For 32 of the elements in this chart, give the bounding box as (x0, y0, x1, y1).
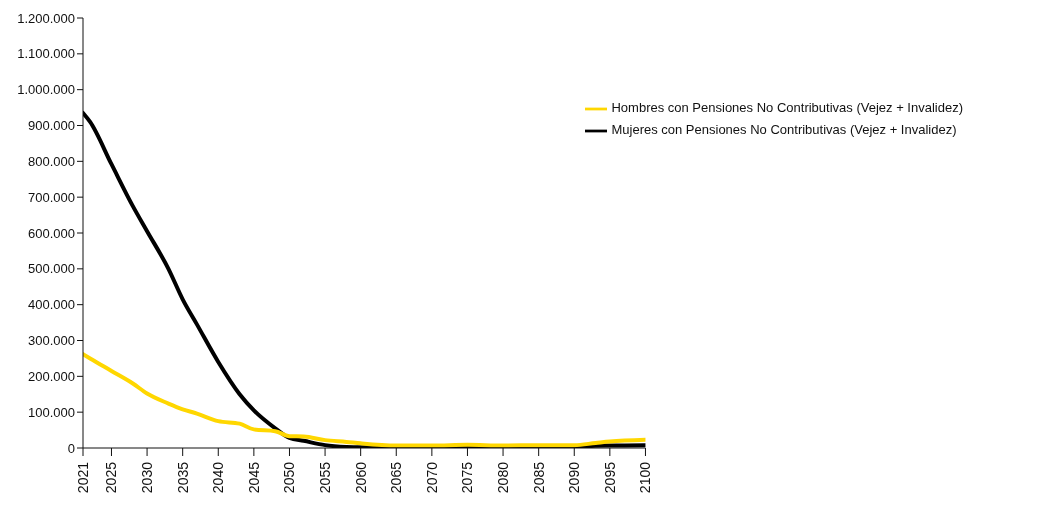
x-tick-label: 2070 (423, 461, 440, 494)
x-tick-label: 2021 (75, 461, 91, 494)
x-tick-label: 2050 (281, 461, 298, 494)
y-tick-label: 300.000 (28, 333, 75, 349)
x-tick-label: 2035 (174, 461, 191, 494)
x-tick-label: 2065 (388, 461, 405, 494)
y-tick-label: 0 (67, 440, 75, 456)
y-tick-label: 1.100.000 (17, 46, 75, 62)
x-tick-label: 2025 (103, 461, 120, 494)
x-tick-label: 2045 (245, 461, 262, 494)
y-tick-label: 100.000 (28, 404, 75, 420)
x-tick-label: 2085 (530, 461, 547, 494)
x-tick-label: 2030 (139, 461, 156, 494)
legend-label: Hombres con Pensiones No Contributivas (Vejez + Invalidez) (611, 100, 963, 116)
x-tick-label: 2080 (495, 461, 512, 494)
x-tick-label: 2075 (459, 461, 476, 494)
y-tick-label: 500.000 (28, 261, 75, 277)
x-tick-label: 2040 (210, 461, 227, 494)
y-tick-label: 600.000 (28, 225, 75, 241)
y-tick-label: 800.000 (28, 153, 75, 169)
x-tick-label: 2055 (317, 461, 334, 494)
y-tick-label: 400.000 (28, 297, 75, 313)
x-tick-label: 2060 (352, 461, 369, 494)
x-tick-label: 2100 (637, 461, 654, 494)
x-tick-label: 2095 (601, 461, 618, 494)
y-tick-label: 900.000 (28, 118, 75, 134)
y-tick-label: 700.000 (28, 189, 75, 205)
x-tick-label: 2090 (566, 461, 583, 494)
y-tick-label: 1.000.000 (17, 82, 75, 98)
y-tick-label: 1.200.000 (17, 10, 75, 26)
legend-label: Mujeres con Pensiones No Contributivas (Vejez + Invalidez) (611, 122, 957, 138)
y-tick-label: 200.000 (28, 368, 75, 384)
